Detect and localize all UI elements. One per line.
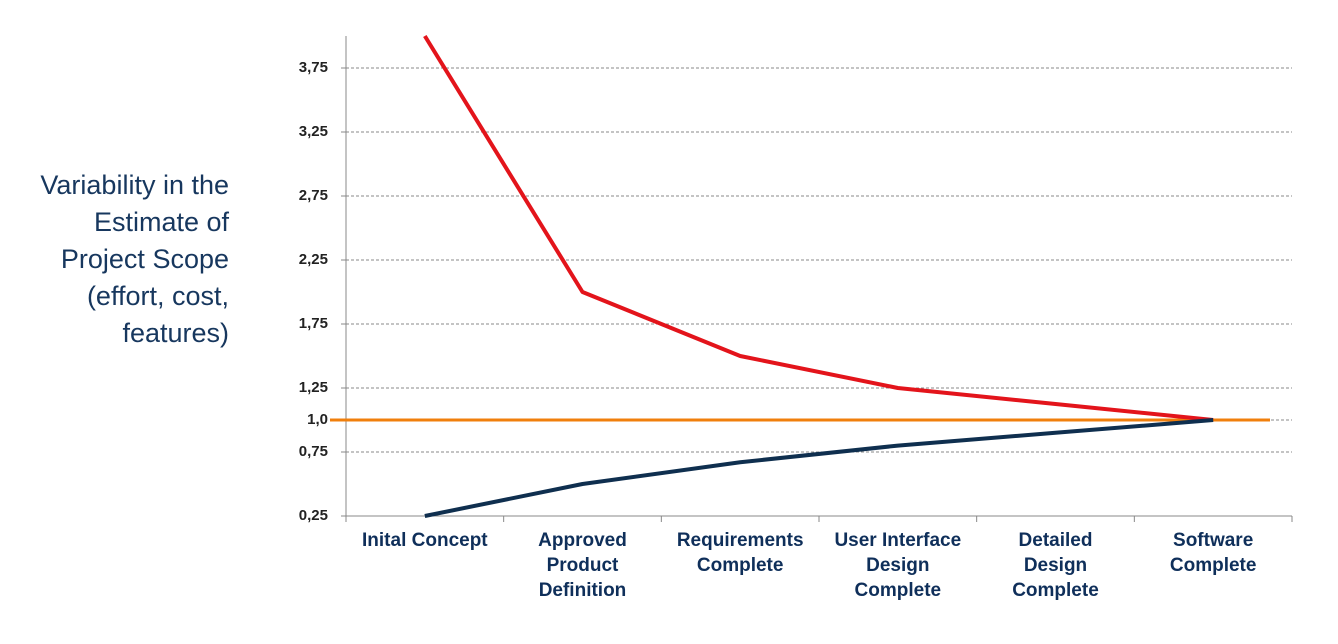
x-tick-label: Detailed [1019,530,1093,551]
data-line [423,34,1214,422]
x-tick-label: Design [866,555,929,576]
y-tick-label: 3,25 [299,123,328,140]
x-tick-label: Complete [1012,580,1099,601]
x-tick-label: Requirements [677,530,804,551]
y-tick-label: 2,25 [299,251,328,268]
x-tick-label: Inital Concept [362,530,488,551]
y-tick-label: 1,25 [299,379,328,396]
y-axis-label: features) [122,318,229,348]
y-tick-label: 0,25 [299,507,328,524]
y-tick-label: 1,75 [299,315,328,332]
x-tick-label: User Interface [834,530,961,551]
y-axis-label: (effort, cost, [87,281,229,311]
x-tick-label: Software [1173,530,1253,551]
x-tick-label: Definition [539,580,627,601]
x-tick-label: Product [547,555,619,576]
x-tick-label: Design [1024,555,1087,576]
x-tick-label: Complete [697,555,784,576]
x-tick-label: Complete [1170,555,1257,576]
x-tick-label: Complete [855,580,942,601]
y-tick-label: 0,75 [299,443,328,460]
y-axis-label: Estimate of [94,207,230,237]
data-line [424,418,1214,518]
y-tick-label: 2,75 [299,187,328,204]
y-tick-label: 3,75 [299,59,328,76]
x-tick-label: Approved [538,530,627,551]
y-axis-label: Variability in the [40,170,229,200]
y-tick-label: 1,0 [307,411,328,428]
y-axis-label: Project Scope [61,244,229,274]
